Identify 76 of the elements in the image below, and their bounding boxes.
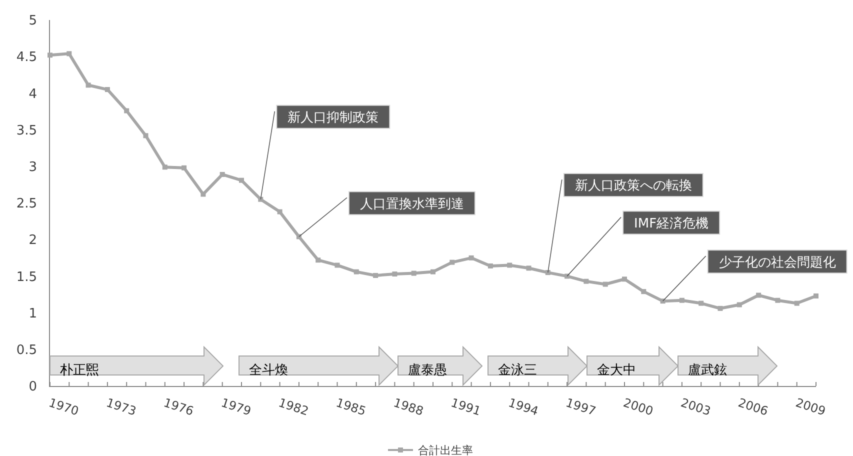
- point: [334, 262, 340, 268]
- x-tick-label: 1979: [219, 396, 253, 418]
- point: [373, 272, 378, 278]
- annotation: 朴正煕: [59, 363, 99, 378]
- y-tick-label: 3.5: [16, 123, 37, 138]
- point: [698, 300, 704, 306]
- y-tick-label: 1.5: [16, 270, 37, 285]
- y-tick-label: 4.5: [16, 50, 37, 66]
- point: [277, 209, 282, 214]
- point: [468, 255, 474, 260]
- y-tick-label: 0: [28, 380, 37, 395]
- point: [775, 298, 780, 303]
- point: [450, 260, 455, 265]
- point: [622, 276, 627, 282]
- y-tick-label: 3: [28, 160, 37, 175]
- point: [200, 192, 206, 197]
- point: [488, 263, 493, 268]
- point: [182, 165, 187, 170]
- point: [526, 266, 532, 271]
- point: [718, 306, 723, 311]
- point: [239, 178, 244, 183]
- point: [814, 293, 818, 298]
- y-tick-label: 5: [28, 14, 37, 29]
- annotation: 少子化の社会問題化: [718, 255, 836, 270]
- point: [316, 258, 321, 263]
- point: [411, 270, 416, 276]
- x-tick-label: 1973: [104, 396, 138, 418]
- point: [507, 262, 512, 268]
- point: [162, 164, 168, 170]
- x-tick-label: 1970: [47, 396, 80, 418]
- x-tick-label: 1985: [334, 396, 368, 418]
- point: [124, 108, 130, 114]
- x-tick-label: 1988: [392, 396, 426, 418]
- legend-label: 合計出生率: [418, 444, 473, 456]
- annotation: 金大中: [597, 363, 636, 378]
- annotation: 盧泰愚: [408, 363, 447, 378]
- annotation: 全斗煥: [249, 363, 288, 378]
- annotation: 人口置換水準到達: [360, 196, 464, 212]
- annotation: IMF経済危機: [634, 215, 709, 232]
- point: [584, 278, 589, 284]
- point: [679, 298, 684, 303]
- point: [86, 82, 91, 88]
- point: [48, 52, 52, 58]
- annotation: 新人口政策への転換: [574, 178, 692, 194]
- x-tick-label: 1982: [276, 396, 310, 418]
- point: [641, 289, 646, 294]
- point: [104, 87, 110, 92]
- y-tick-label: 0.5: [16, 342, 37, 358]
- x-tick-label: 1976: [162, 396, 196, 418]
- x-tick-label: 2006: [736, 396, 770, 418]
- annotation: 新人口抑制政策: [288, 110, 379, 126]
- point: [354, 269, 359, 274]
- y-tick-label: 2.5: [16, 196, 37, 212]
- x-tick-label: 2003: [679, 396, 712, 418]
- y-tick-label: 1: [28, 306, 37, 322]
- point: [756, 292, 762, 298]
- point: [794, 300, 800, 306]
- point: [220, 172, 225, 177]
- y-tick-label: 4: [28, 86, 37, 102]
- point: [430, 269, 436, 274]
- annotation: 盧武鉉: [688, 363, 727, 378]
- point: [660, 298, 666, 304]
- point: [66, 51, 72, 56]
- point: [736, 302, 742, 308]
- point: [545, 270, 550, 276]
- point: [258, 196, 264, 202]
- y-tick-label: 2: [28, 233, 37, 248]
- x-tick-label: 2009: [794, 396, 828, 418]
- x-tick-label: 1997: [564, 396, 598, 418]
- annotation: 金泳三: [498, 362, 537, 378]
- point: [296, 234, 302, 240]
- x-tick-label: 2000: [622, 396, 655, 418]
- x-tick-label: 1994: [506, 396, 540, 418]
- point: [143, 133, 148, 138]
- x-tick-label: 1991: [449, 396, 483, 418]
- point: [602, 282, 608, 287]
